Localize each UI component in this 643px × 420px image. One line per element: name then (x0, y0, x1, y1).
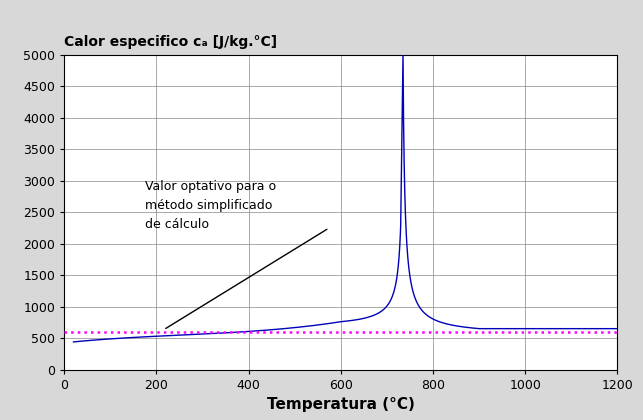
Text: método simplificado: método simplificado (145, 200, 273, 212)
Text: Calor especifico cₐ [J/kg.°C]: Calor especifico cₐ [J/kg.°C] (64, 35, 277, 49)
Text: Valor optativo para o: Valor optativo para o (145, 181, 276, 193)
X-axis label: Temperatura (°C): Temperatura (°C) (267, 397, 415, 412)
Text: de cálculo: de cálculo (145, 218, 209, 231)
